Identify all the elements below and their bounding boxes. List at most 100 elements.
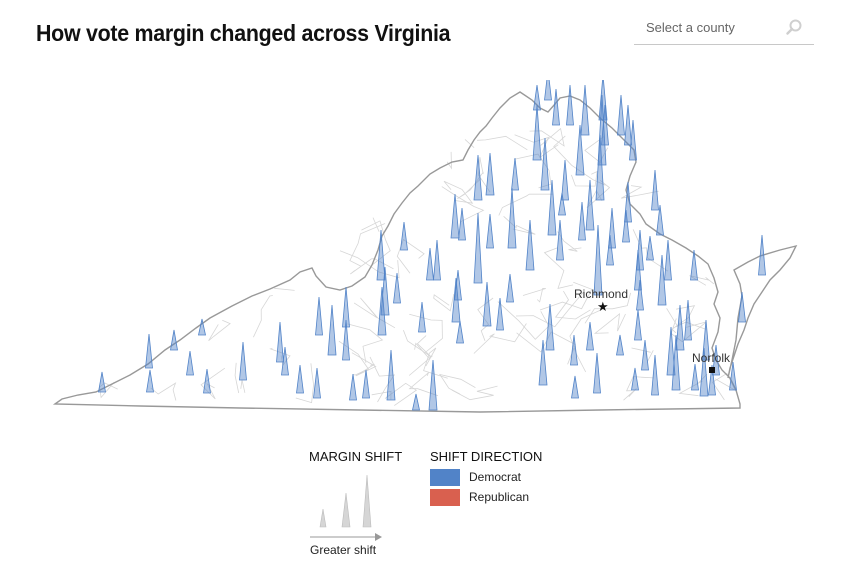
margin-spike[interactable] — [486, 213, 494, 249]
margin-spike[interactable] — [566, 84, 574, 126]
margin-spike[interactable] — [349, 373, 357, 401]
margin-spike[interactable] — [400, 221, 408, 251]
margin-spike[interactable] — [641, 339, 649, 371]
county-search-input[interactable] — [646, 20, 786, 35]
margin-spike[interactable] — [538, 339, 548, 386]
margin-spike[interactable] — [636, 229, 644, 271]
search-icon[interactable] — [786, 19, 802, 35]
margin-spike[interactable] — [738, 291, 746, 323]
margin-spike[interactable] — [313, 367, 321, 399]
margin-spike[interactable] — [675, 304, 685, 351]
margin-spike[interactable] — [203, 368, 211, 394]
margin-spike[interactable] — [593, 352, 601, 394]
margin-spike[interactable] — [664, 239, 672, 281]
margin-spike[interactable] — [418, 301, 426, 333]
margin-spike[interactable] — [315, 296, 323, 336]
margin-spike[interactable] — [506, 273, 514, 303]
margin-spike[interactable] — [585, 179, 595, 231]
margin-spike[interactable] — [482, 281, 492, 327]
margin-spike[interactable] — [377, 286, 387, 336]
margin-spike[interactable] — [473, 212, 483, 284]
margin-spike[interactable] — [593, 224, 603, 296]
margin-spike[interactable] — [708, 364, 716, 396]
margin-spike[interactable] — [362, 369, 370, 399]
margin-spike[interactable] — [327, 304, 337, 356]
margin-spike[interactable] — [684, 299, 692, 341]
margin-spike[interactable] — [540, 137, 550, 191]
margin-spike[interactable] — [656, 204, 664, 236]
margin-spike[interactable] — [671, 334, 681, 391]
margin-spike[interactable] — [699, 347, 709, 397]
margin-spike[interactable] — [433, 239, 441, 281]
margin-spike[interactable] — [624, 181, 632, 223]
margin-spike[interactable] — [552, 88, 560, 126]
margin-spike[interactable] — [412, 393, 420, 411]
margin-spike[interactable] — [575, 124, 585, 176]
margin-spike[interactable] — [616, 334, 624, 356]
margin-spike[interactable] — [426, 247, 434, 281]
margin-spike[interactable] — [561, 159, 569, 201]
margin-spike[interactable] — [690, 249, 698, 281]
margin-spike[interactable] — [570, 334, 578, 366]
margin-spike[interactable] — [586, 321, 594, 351]
margin-spike[interactable] — [376, 229, 386, 281]
margin-spike[interactable] — [386, 349, 396, 401]
margin-spike[interactable] — [601, 104, 609, 146]
margin-spike[interactable] — [511, 157, 519, 191]
margin-spike[interactable] — [507, 187, 517, 249]
margin-spike[interactable] — [296, 364, 304, 394]
margin-spike[interactable] — [624, 104, 632, 146]
margin-spike[interactable] — [634, 309, 642, 341]
margin-spike[interactable] — [198, 318, 206, 336]
margin-spike[interactable] — [558, 192, 566, 216]
margin-spike[interactable] — [651, 169, 659, 211]
margin-spike[interactable] — [450, 193, 460, 239]
margin-spike[interactable] — [456, 320, 464, 344]
margin-spike[interactable] — [547, 179, 557, 236]
margin-spike[interactable] — [496, 297, 504, 331]
margin-spike[interactable] — [597, 94, 607, 166]
margin-spike[interactable] — [170, 329, 178, 351]
margin-spike[interactable] — [729, 361, 737, 391]
city-norfolk[interactable]: Norfolk — [692, 351, 731, 373]
margin-spike[interactable] — [532, 104, 542, 161]
margin-spike[interactable] — [666, 326, 676, 376]
virginia-spike-map[interactable]: Richmond ★ Norfolk — [0, 80, 852, 425]
margin-spike[interactable] — [342, 319, 350, 361]
margin-spike[interactable] — [631, 367, 639, 391]
margin-spike[interactable] — [578, 201, 586, 241]
city-richmond[interactable]: Richmond ★ — [574, 287, 628, 314]
margin-spike[interactable] — [636, 279, 644, 311]
margin-spike[interactable] — [428, 359, 438, 411]
margin-spike[interactable] — [617, 94, 625, 136]
margin-spike[interactable] — [598, 80, 608, 121]
margin-spike[interactable] — [651, 354, 659, 396]
margin-spike[interactable] — [608, 207, 616, 249]
margin-spike[interactable] — [98, 371, 106, 393]
margin-spike[interactable] — [393, 272, 401, 304]
margin-spike[interactable] — [556, 219, 564, 261]
margin-spike[interactable] — [595, 134, 605, 201]
margin-spike[interactable] — [146, 369, 154, 393]
margin-spike[interactable] — [525, 219, 535, 271]
margin-spike[interactable] — [380, 266, 390, 316]
margin-spike[interactable] — [281, 346, 289, 376]
margin-spike[interactable] — [629, 119, 637, 161]
margin-spike[interactable] — [458, 207, 466, 241]
margin-spike[interactable] — [646, 235, 654, 261]
margin-spike[interactable] — [758, 234, 766, 276]
margin-spike[interactable] — [186, 350, 194, 376]
margin-spike[interactable] — [454, 269, 462, 301]
margin-spike[interactable] — [533, 84, 541, 111]
margin-spike[interactable] — [342, 286, 350, 328]
margin-spike[interactable] — [485, 152, 495, 196]
margin-spike[interactable] — [145, 333, 153, 369]
margin-spike[interactable] — [571, 375, 579, 399]
margin-spike[interactable] — [545, 303, 555, 351]
margin-spike[interactable] — [580, 84, 590, 136]
margin-spike[interactable] — [657, 254, 667, 306]
margin-spike[interactable] — [702, 319, 710, 361]
margin-spike[interactable] — [473, 154, 483, 201]
margin-spike[interactable] — [276, 321, 284, 363]
margin-spike[interactable] — [544, 80, 552, 101]
